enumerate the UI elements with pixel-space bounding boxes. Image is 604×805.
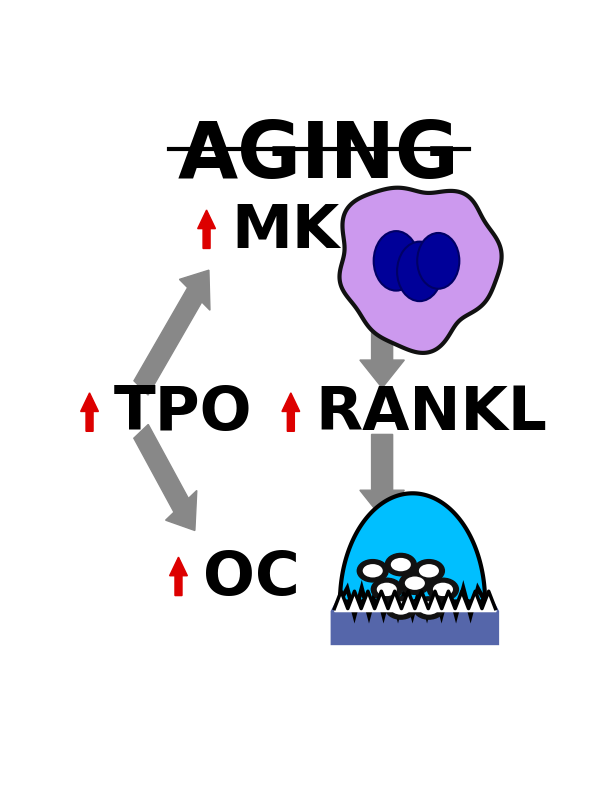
FancyArrow shape bbox=[134, 424, 197, 530]
FancyArrow shape bbox=[198, 210, 216, 249]
Ellipse shape bbox=[358, 559, 388, 582]
Text: RANKL: RANKL bbox=[315, 385, 547, 444]
Ellipse shape bbox=[414, 597, 445, 619]
FancyArrow shape bbox=[170, 557, 187, 596]
FancyArrow shape bbox=[360, 316, 404, 388]
FancyArrow shape bbox=[134, 270, 210, 395]
Ellipse shape bbox=[371, 578, 402, 601]
FancyArrow shape bbox=[282, 393, 300, 431]
Text: AGING: AGING bbox=[178, 118, 460, 194]
Ellipse shape bbox=[433, 583, 453, 596]
Ellipse shape bbox=[391, 558, 411, 572]
Text: OC: OC bbox=[203, 549, 300, 608]
FancyArrow shape bbox=[360, 435, 404, 518]
Text: MK: MK bbox=[231, 201, 339, 261]
Ellipse shape bbox=[414, 559, 445, 582]
Polygon shape bbox=[339, 188, 501, 353]
Ellipse shape bbox=[385, 553, 416, 576]
Ellipse shape bbox=[374, 231, 419, 291]
Ellipse shape bbox=[417, 233, 460, 289]
Ellipse shape bbox=[397, 242, 442, 301]
Ellipse shape bbox=[428, 578, 458, 601]
Ellipse shape bbox=[399, 572, 430, 594]
Ellipse shape bbox=[405, 576, 425, 590]
Ellipse shape bbox=[391, 601, 411, 615]
Ellipse shape bbox=[377, 583, 397, 596]
Ellipse shape bbox=[419, 601, 439, 615]
Ellipse shape bbox=[385, 597, 416, 619]
Polygon shape bbox=[340, 493, 485, 615]
Ellipse shape bbox=[419, 564, 439, 577]
FancyArrow shape bbox=[81, 393, 98, 431]
Ellipse shape bbox=[363, 564, 383, 577]
Polygon shape bbox=[330, 600, 499, 645]
Text: TPO: TPO bbox=[114, 385, 252, 444]
